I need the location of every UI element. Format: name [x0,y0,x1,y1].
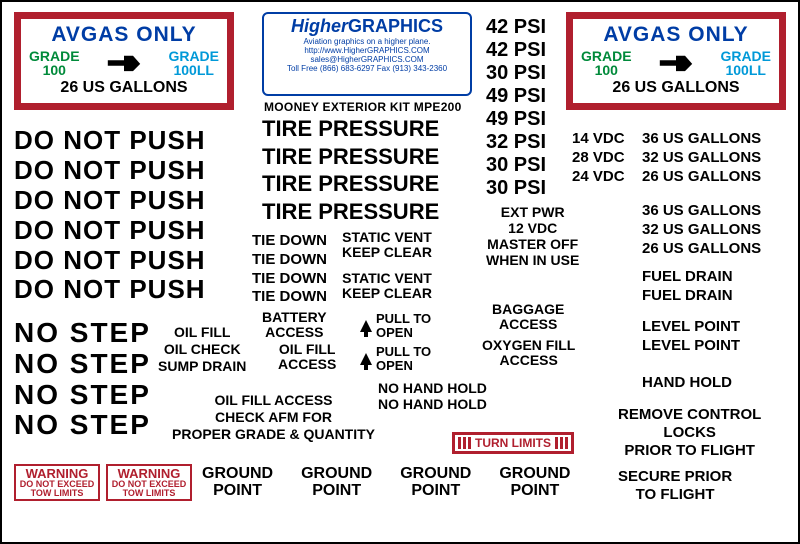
ground-point-row: GROUNDPOINT GROUNDPOINT GROUNDPOINT GROU… [202,466,570,500]
fuel-nozzle-icon [106,53,142,73]
psi-value: 49 PSI [486,85,546,108]
pull-to-open: PULL TO OPEN PULL TO OPEN [360,312,431,377]
usg-value: 36 US GALLONS [642,202,761,221]
turn-limits-bars-icon [555,437,568,449]
ext-power: EXT PWR 12 VDC MASTER OFF WHEN IN USE [486,204,579,268]
tire-pressure: TIRE PRESSURE [262,198,439,226]
usg-value: 26 US GALLONS [642,168,761,187]
static-vent-column: STATIC VENT KEEP CLEAR STATIC VENT KEEP … [342,230,432,312]
ground-point: GROUNDPOINT [499,466,570,500]
grade-100ll: GRADE 100LL [168,49,219,77]
tire-pressure: TIRE PRESSURE [262,170,439,198]
tie-down: TIE DOWN [252,288,327,307]
avgas-gallons: 26 US GALLONS [581,79,771,97]
arrow-up-icon [360,353,372,365]
vendor-tagline: Aviation graphics on a higher plane. [266,37,468,46]
avgas-gallons: 26 US GALLONS [29,79,219,97]
secure-prior-to-flight: SECURE PRIOR TO FLIGHT [618,468,732,504]
ground-point: GROUNDPOINT [202,466,273,500]
fuel-drain: FUEL DRAIN [642,287,733,306]
grade-100: GRADE 100 [29,49,80,77]
fuel-nozzle-icon [658,53,694,73]
usg-value: 32 US GALLONS [642,221,761,240]
vdc-value: 14 VDC [572,130,625,149]
no-hand-hold: NO HAND HOLD NO HAND HOLD [378,380,487,412]
grade-100ll: GRADE 100LL [720,49,771,77]
usg-value: 26 US GALLONS [642,240,761,259]
do-not-push: DO NOT PUSH [14,186,206,216]
us-gallons-column: 36 US GALLONS 32 US GALLONS 26 US GALLON… [642,130,761,186]
level-point-column: LEVEL POINT LEVEL POINT [642,318,740,356]
no-step: NO STEP [14,318,151,349]
oxygen-fill-access: OXYGEN FILL ACCESS [482,338,575,369]
vendor-email: sales@HigherGRAPHICS.COM [266,55,468,64]
do-not-push: DO NOT PUSH [14,156,206,186]
avgas-grade-row: GRADE 100 GRADE 100LL [29,49,219,77]
level-point: LEVEL POINT [642,318,740,337]
remove-control-locks: REMOVE CONTROL LOCKS PRIOR TO FLIGHT [618,406,761,460]
turn-limits-bars-icon [458,437,471,449]
oil-block: OIL FILL OIL CHECK SUMP DRAIN [158,324,246,374]
usg-value: 36 US GALLONS [642,130,761,149]
do-not-push-column: DO NOT PUSH DO NOT PUSH DO NOT PUSH DO N… [14,126,206,305]
no-step: NO STEP [14,380,151,411]
tire-pressure: TIRE PRESSURE [262,115,439,143]
ground-point: GROUNDPOINT [301,466,372,500]
avgas-title: AVGAS ONLY [29,23,219,47]
fuel-drain: FUEL DRAIN [642,268,733,287]
do-not-push: DO NOT PUSH [14,216,206,246]
static-vent: STATIC VENT KEEP CLEAR [342,230,432,261]
no-step-column: NO STEP NO STEP NO STEP NO STEP [14,318,151,441]
do-not-push: DO NOT PUSH [14,246,206,276]
baggage-access: BAGGAGE ACCESS [492,302,564,333]
level-point: LEVEL POINT [642,337,740,356]
oil-fill-afm: OIL FILL ACCESS CHECK AFM FOR PROPER GRA… [172,392,375,442]
do-not-push: DO NOT PUSH [14,126,206,156]
tow-warning: WARNING DO NOT EXCEED TOW LIMITS [106,464,192,501]
do-not-push: DO NOT PUSH [14,275,206,305]
vdc-value: 28 VDC [572,149,625,168]
tie-down: TIE DOWN [252,232,327,251]
psi-value: 42 PSI [486,16,546,39]
psi-value: 30 PSI [486,154,546,177]
turn-limits-placard: TURN LIMITS [452,432,574,454]
tie-down: TIE DOWN [252,251,327,270]
no-step: NO STEP [14,410,151,441]
vendor-url: http://www.HigherGRAPHICS.COM [266,46,468,55]
psi-value: 32 PSI [486,131,546,154]
avgas-title: AVGAS ONLY [581,23,771,47]
grade-100: GRADE 100 [581,49,632,77]
psi-value: 49 PSI [486,108,546,131]
static-vent: STATIC VENT KEEP CLEAR [342,271,432,302]
avgas-placard-right: AVGAS ONLY GRADE 100 GRADE 100LL 26 US G… [566,12,786,110]
battery-access: BATTERY ACCESS [262,310,327,341]
tie-down-column: TIE DOWN TIE DOWN TIE DOWN TIE DOWN [252,232,327,307]
us-gallons-column-2: 36 US GALLONS 32 US GALLONS 26 US GALLON… [642,202,761,258]
hand-hold: HAND HOLD [642,374,732,391]
psi-value: 30 PSI [486,62,546,85]
psi-column: 42 PSI 42 PSI 30 PSI 49 PSI 49 PSI 32 PS… [486,16,546,200]
vendor-logo-box: HigherGRAPHICS Aviation graphics on a hi… [262,12,472,96]
tie-down: TIE DOWN [252,270,327,289]
no-step: NO STEP [14,349,151,380]
vendor-name: HigherGRAPHICS [266,16,468,37]
placard-sheet: AVGAS ONLY GRADE 100 GRADE 100LL 26 US G… [0,0,800,544]
vdc-value: 24 VDC [572,168,625,187]
avgas-grade-row: GRADE 100 GRADE 100LL [581,49,771,77]
psi-value: 42 PSI [486,39,546,62]
psi-value: 30 PSI [486,177,546,200]
vdc-column: 14 VDC 28 VDC 24 VDC [572,130,625,186]
usg-value: 32 US GALLONS [642,149,761,168]
ground-point: GROUNDPOINT [400,466,471,500]
tow-warning: WARNING DO NOT EXCEED TOW LIMITS [14,464,100,501]
fuel-drain-column: FUEL DRAIN FUEL DRAIN [642,268,733,306]
vendor-phone: Toll Free (866) 683-6297 Fax (913) 343-2… [266,64,468,73]
oil-fill-access: OIL FILL ACCESS [278,342,336,373]
tire-pressure: TIRE PRESSURE [262,143,439,171]
tire-pressure-column: TIRE PRESSURE TIRE PRESSURE TIRE PRESSUR… [262,115,439,225]
avgas-placard-left: AVGAS ONLY GRADE 100 GRADE 100LL 26 US G… [14,12,234,110]
kit-label: MOONEY EXTERIOR KIT MPE200 [264,100,462,114]
arrow-up-icon [360,320,372,332]
